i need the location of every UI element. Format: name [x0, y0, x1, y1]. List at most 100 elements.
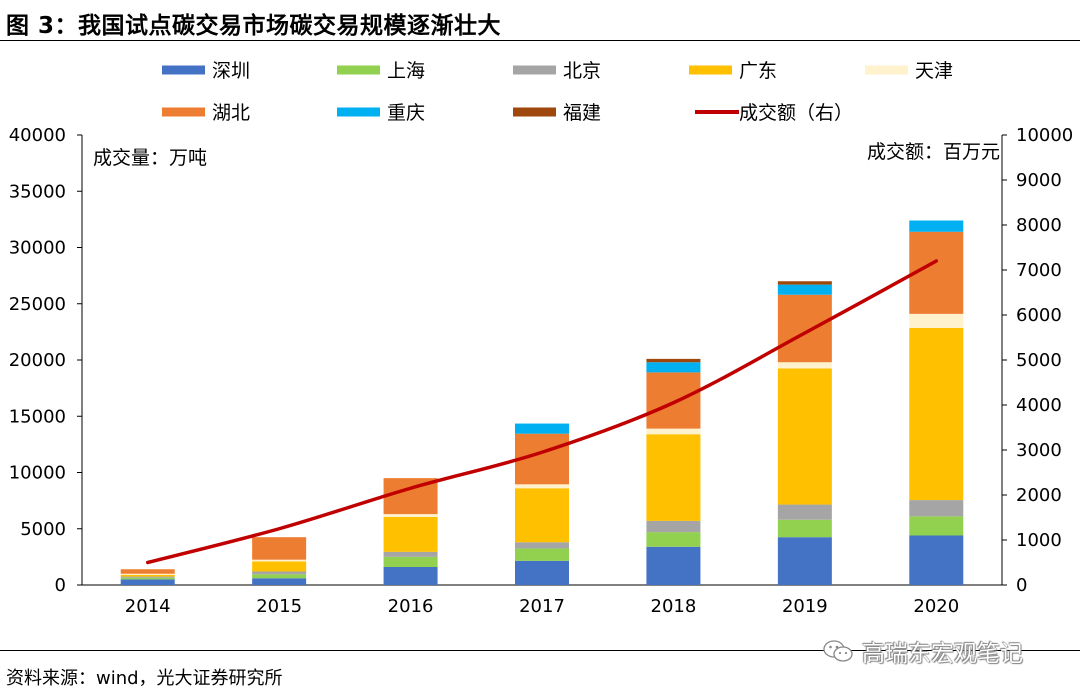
bar-segment — [120, 579, 175, 585]
left-axis-tick-label: 5000 — [20, 519, 66, 540]
legend-label: 福建 — [563, 102, 601, 124]
left-axis-tick-label: 15000 — [9, 406, 66, 427]
right-axis-tick-label: 2000 — [1016, 485, 1062, 506]
legend-swatch — [689, 65, 732, 75]
left-axis-tick-label: 35000 — [9, 181, 66, 202]
x-axis-tick-label: 2019 — [782, 596, 828, 617]
bar-segment — [252, 559, 307, 562]
legend-label: 上海 — [387, 60, 425, 82]
bar-segment — [909, 220, 964, 232]
bar-segment — [515, 423, 569, 434]
legend-label: 北京 — [563, 60, 601, 82]
bar-segment — [383, 551, 438, 557]
footer-divider — [0, 650, 1080, 651]
bar-segment — [120, 569, 175, 574]
bar-segment — [646, 546, 701, 585]
legend-label: 湖北 — [212, 102, 250, 124]
bar-segment — [515, 484, 569, 489]
legend-swatch — [513, 65, 556, 75]
x-axis-tick-label: 2016 — [388, 596, 434, 617]
legend-swatch — [865, 65, 908, 75]
watermark-text: 高瑞东宏观笔记 — [862, 641, 1023, 667]
right-axis-tick-label: 3000 — [1016, 440, 1062, 461]
bar-segment — [383, 514, 438, 517]
line-series-transaction-value — [145, 259, 939, 565]
legend-label: 成交额（右） — [739, 102, 853, 124]
legend-label: 重庆 — [387, 102, 425, 124]
bar-segment — [383, 567, 438, 585]
legend-label: 深圳 — [212, 60, 250, 82]
bar-segment — [646, 358, 701, 363]
bar-segment — [909, 313, 964, 328]
bar-segment — [646, 428, 701, 435]
legend-label: 天津 — [915, 60, 953, 82]
x-axis-tick-label: 2018 — [651, 596, 697, 617]
legend-swatch — [337, 65, 380, 75]
x-axis-tick-label: 2017 — [519, 596, 565, 617]
bar-segment — [120, 576, 175, 578]
bar-segment — [646, 532, 701, 547]
bar-segment — [515, 542, 569, 549]
x-axis-tick-label: 2014 — [125, 596, 171, 617]
right-axis-tick-label: 1000 — [1016, 530, 1062, 551]
right-axis-tick-label: 5000 — [1016, 350, 1062, 371]
legend-swatch — [513, 107, 556, 117]
bar-segment — [252, 561, 307, 572]
bar-segment — [120, 577, 175, 580]
x-axis-tick-label: 2015 — [256, 596, 302, 617]
right-axis-tick-label: 4000 — [1016, 395, 1062, 416]
bar-segment — [909, 535, 964, 585]
right-axis-unit-label: 成交额：百万元 — [867, 141, 1000, 163]
watermark: 高瑞东宏观笔记 — [822, 634, 1023, 668]
left-axis-tick-label: 25000 — [9, 294, 66, 315]
bar-segment — [646, 520, 701, 533]
bar-segment — [646, 362, 701, 373]
bar-segment — [515, 560, 569, 585]
bar-segment — [383, 516, 438, 552]
bar-segment — [383, 556, 438, 567]
bar-segment — [777, 281, 832, 285]
right-axis-tick-label: 0 — [1016, 575, 1027, 596]
bar-segment — [120, 573, 175, 575]
right-axis-tick-label: 7000 — [1016, 260, 1062, 281]
right-axis-tick-label: 9000 — [1016, 170, 1062, 191]
legend-label: 广东 — [739, 60, 777, 82]
source-note: 资料来源：wind，光大证券研究所 — [6, 668, 283, 689]
bar-segment — [777, 537, 832, 585]
bar-segment — [777, 294, 832, 363]
left-axis-tick-label: 0 — [55, 575, 66, 596]
bar-segment — [252, 537, 307, 560]
left-axis-unit-label: 成交量：万吨 — [93, 147, 207, 169]
title-divider — [0, 40, 1080, 41]
bar-segment — [777, 519, 832, 538]
bar-segment — [777, 368, 832, 505]
right-axis-tick-label: 10000 — [1016, 125, 1073, 146]
bar-segment — [909, 516, 964, 536]
left-axis-tick-label: 30000 — [9, 238, 66, 259]
x-axis-tick-label: 2020 — [913, 596, 959, 617]
right-axis-tick-label: 8000 — [1016, 215, 1062, 236]
bar-segment — [646, 434, 701, 521]
left-axis-tick-label: 20000 — [9, 350, 66, 371]
bar-segment — [777, 362, 832, 369]
legend-swatch — [162, 65, 205, 75]
bar-segment — [777, 504, 832, 520]
bar-segment — [646, 372, 701, 429]
legend-swatch — [162, 107, 205, 117]
bar-segment — [252, 578, 307, 585]
bar-segment — [252, 574, 307, 579]
bar-segment — [909, 500, 964, 517]
stacked-bar-line-chart: 0500010000150002000025000300003500040000… — [9, 60, 1074, 617]
left-axis-tick-label: 40000 — [9, 125, 66, 146]
bar-segment — [777, 284, 832, 295]
legend-swatch — [337, 107, 380, 117]
bar-segment — [909, 327, 964, 501]
wechat-icon — [823, 640, 853, 662]
right-axis-tick-label: 6000 — [1016, 305, 1062, 326]
figure-title: 图 3：我国试点碳交易市场碳交易规模逐渐壮大 — [6, 13, 502, 39]
bar-segment — [252, 571, 307, 575]
bar-segment — [515, 488, 569, 543]
bar-segment — [120, 574, 175, 577]
bar-segment — [515, 548, 569, 561]
left-axis-tick-label: 10000 — [9, 463, 66, 484]
